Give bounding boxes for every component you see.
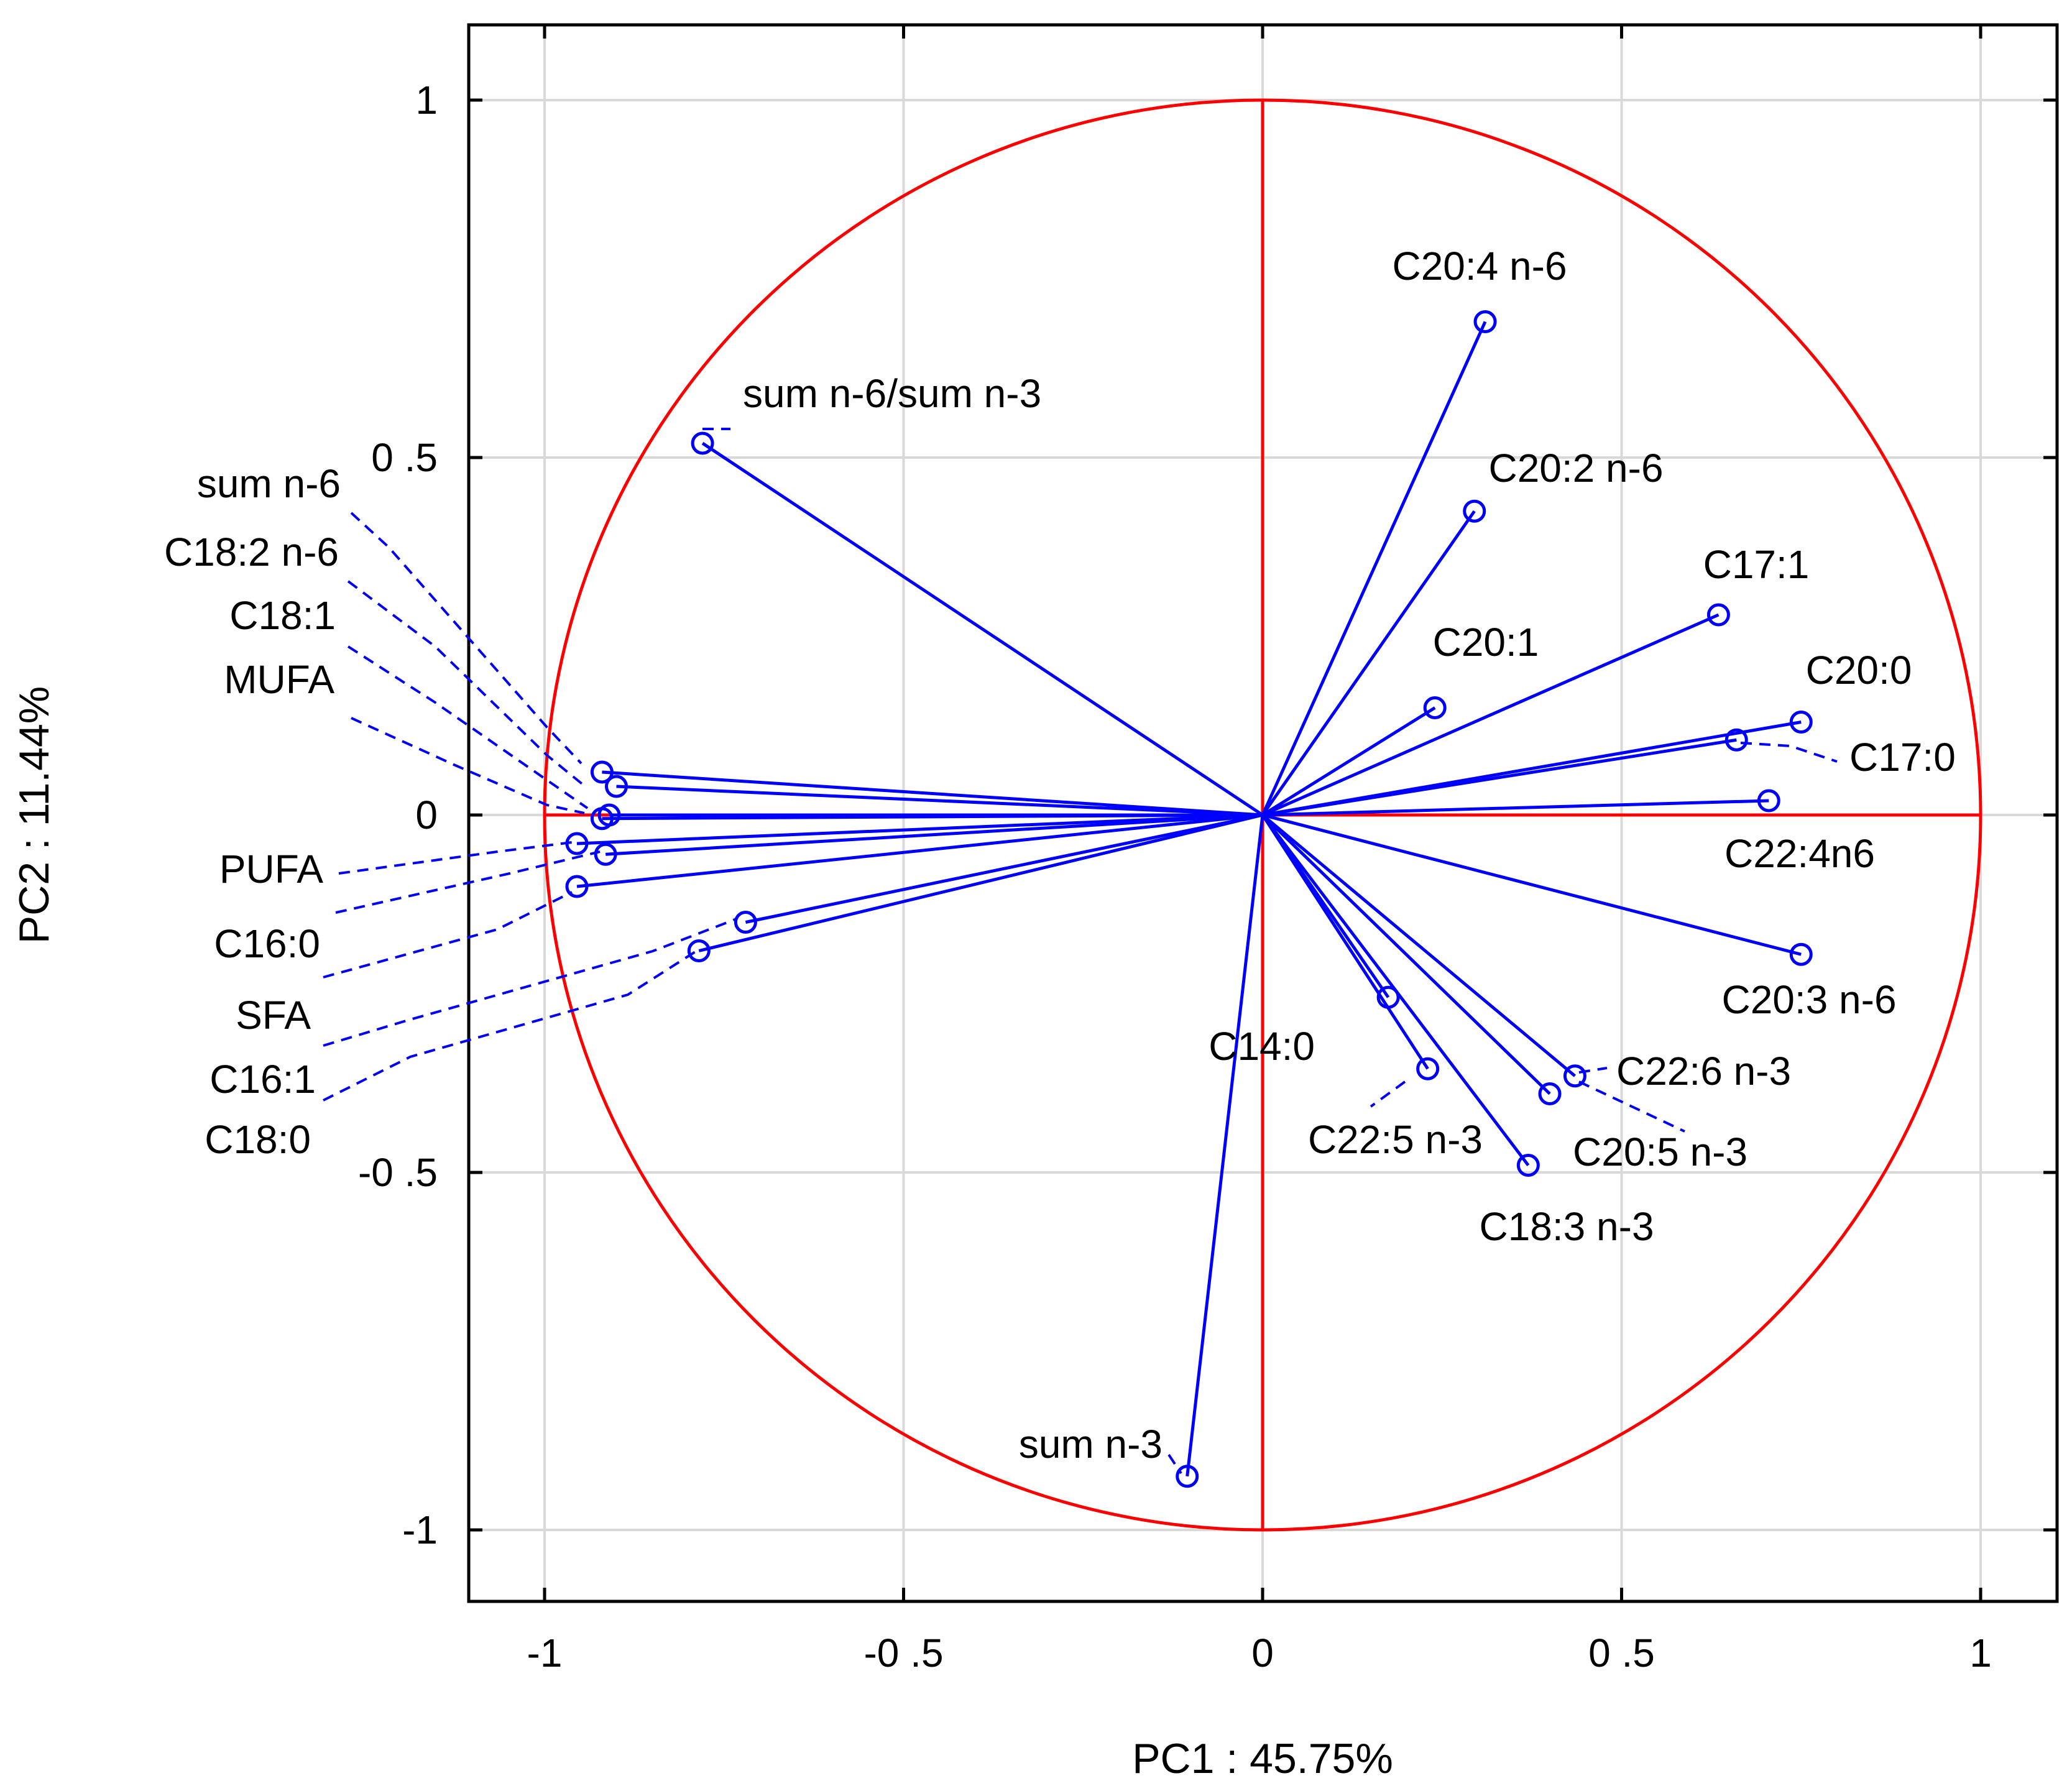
y-tick-label: 0 .5 bbox=[371, 435, 438, 480]
y-tick-label: -0 .5 bbox=[358, 1150, 438, 1195]
loading-vector bbox=[1262, 813, 1802, 956]
label-leader-line bbox=[347, 580, 586, 787]
loading-point bbox=[687, 939, 711, 962]
loading-vector bbox=[1261, 814, 1429, 1070]
loading-point bbox=[590, 807, 614, 831]
label-leader-line bbox=[1370, 1080, 1406, 1108]
variable-label: C18:2 n-6 bbox=[164, 530, 339, 574]
loading-vector bbox=[1261, 321, 1487, 816]
y-tick-label: 1 bbox=[415, 78, 438, 122]
variable-label: C20:0 bbox=[1806, 648, 1912, 693]
variable-label: C17:1 bbox=[1703, 542, 1810, 587]
loading-point bbox=[1563, 1064, 1586, 1088]
variable-label: sum n-6 bbox=[197, 461, 341, 506]
axis-ticks: -1 -0 .5 0 0 .5 1 -1 -0 .5 0 0 .5 1 bbox=[358, 25, 2057, 1675]
label-leader-line bbox=[1740, 742, 1838, 763]
variable-label: C16:0 bbox=[214, 921, 320, 966]
y-axis-title: PC2 : 11.44% bbox=[11, 686, 58, 944]
label-leader-line bbox=[351, 717, 585, 814]
loading-vector bbox=[698, 813, 1263, 952]
variable-label: sum n-6/sum n-3 bbox=[743, 371, 1041, 416]
loading-vector bbox=[1261, 814, 1530, 1167]
label-leader-line bbox=[1578, 1080, 1685, 1133]
label-leader-line bbox=[338, 841, 573, 875]
loading-point bbox=[691, 431, 714, 455]
variable-labels: C20:4 n-6 sum n-6/sum n-3 C20:2 n-6 C17:1 C2… bbox=[164, 244, 1956, 1466]
x-tick-label: 0 .5 bbox=[1588, 1631, 1655, 1675]
variable-label: C22:4n6 bbox=[1724, 831, 1875, 876]
loading-vector bbox=[1261, 814, 1551, 1095]
label-leader-line bbox=[335, 850, 601, 914]
variable-label: C16:1 bbox=[210, 1057, 316, 1102]
loading-vector bbox=[745, 813, 1263, 924]
loading-vector bbox=[1261, 814, 1577, 1077]
variable-label: C20:2 n-6 bbox=[1488, 446, 1663, 490]
loading-vector bbox=[1261, 706, 1436, 817]
loading-vector bbox=[1262, 799, 1769, 817]
variable-label: C17:0 bbox=[1849, 735, 1956, 780]
variable-label: sum n-3 bbox=[1019, 1422, 1163, 1466]
variable-label: C14:0 bbox=[1209, 1024, 1315, 1069]
variable-label: SFA bbox=[236, 993, 311, 1038]
x-tick-label: -1 bbox=[527, 1631, 563, 1675]
loading-point bbox=[565, 832, 589, 855]
label-leader-line bbox=[323, 918, 737, 1047]
variable-label: C18:3 n-3 bbox=[1479, 1204, 1654, 1249]
variable-label: C18:0 bbox=[205, 1117, 311, 1162]
loading-point bbox=[1416, 1057, 1440, 1080]
x-tick-label: -0 .5 bbox=[863, 1631, 943, 1675]
loading-vector bbox=[605, 813, 1263, 856]
loading-vector bbox=[1186, 814, 1264, 1477]
loading-point bbox=[1516, 1154, 1540, 1177]
loading-vector bbox=[576, 813, 1263, 845]
loading-vector bbox=[1261, 510, 1476, 816]
loading-point bbox=[1706, 603, 1730, 627]
loading-vector bbox=[576, 813, 1263, 888]
y-tick-label: -1 bbox=[402, 1508, 438, 1552]
loading-point bbox=[734, 911, 757, 934]
loading-point bbox=[1724, 728, 1748, 752]
label-leader-line bbox=[323, 950, 698, 1102]
loading-point bbox=[1176, 1465, 1199, 1488]
loading-vector bbox=[1261, 613, 1720, 817]
variable-label: MUFA bbox=[224, 657, 334, 702]
loading-point bbox=[605, 775, 628, 798]
label-leader-line bbox=[347, 645, 589, 809]
variable-label: C20:3 n-6 bbox=[1721, 977, 1896, 1022]
loading-point bbox=[1473, 310, 1497, 333]
x-axis-title: PC1 : 45.75% bbox=[1132, 1735, 1393, 1782]
loading-point bbox=[1463, 499, 1486, 523]
variable-label: C20:1 bbox=[1433, 620, 1539, 665]
y-tick-label: 0 bbox=[415, 793, 438, 837]
label-leader-line bbox=[350, 512, 582, 765]
variable-label: C18:1 bbox=[229, 593, 336, 638]
x-tick-label: 0 bbox=[1251, 1631, 1274, 1675]
label-leader-lines bbox=[323, 428, 1838, 1475]
loading-vector bbox=[701, 441, 1264, 817]
loading-point bbox=[590, 760, 614, 784]
loading-point bbox=[1789, 942, 1813, 966]
variable-label: C20:4 n-6 bbox=[1392, 244, 1567, 288]
variable-label: PUFA bbox=[219, 847, 323, 891]
loading-point bbox=[565, 875, 589, 898]
loading-vector bbox=[1262, 738, 1737, 817]
label-leader-line bbox=[323, 891, 573, 978]
loading-vector bbox=[602, 813, 1263, 821]
loading-vector bbox=[616, 785, 1263, 817]
loading-vectors bbox=[565, 310, 1813, 1488]
x-tick-label: 1 bbox=[1969, 1631, 1992, 1675]
loading-vector bbox=[602, 770, 1263, 817]
variable-label: C20:5 n-3 bbox=[1573, 1130, 1747, 1174]
loading-point bbox=[1538, 1082, 1562, 1105]
loading-point bbox=[1789, 711, 1813, 734]
variable-label: C22:5 n-3 bbox=[1308, 1117, 1483, 1162]
loading-point bbox=[594, 842, 617, 866]
loading-point bbox=[1757, 789, 1780, 813]
loading-point bbox=[1423, 696, 1447, 719]
variable-label: C22:6 n-3 bbox=[1616, 1049, 1791, 1093]
